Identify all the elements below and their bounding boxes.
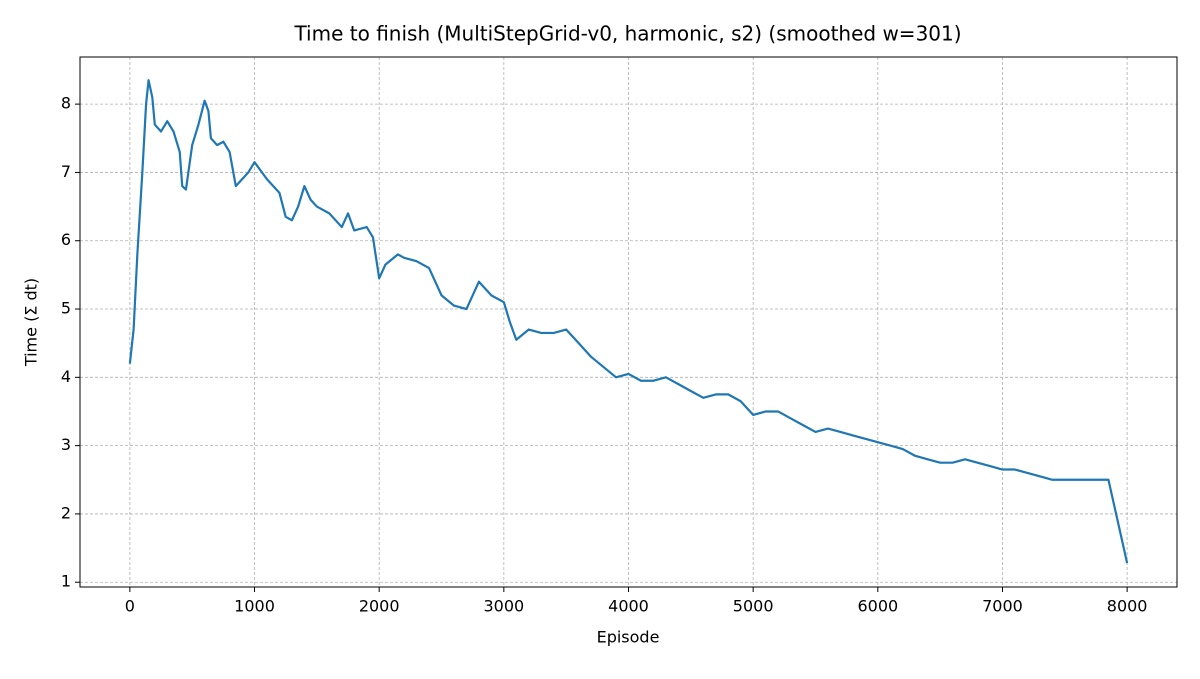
x-tick-label: 7000: [982, 597, 1023, 616]
x-tick-label: 4000: [608, 597, 649, 616]
y-tick-label: 1: [61, 572, 71, 591]
y-tick-label: 8: [61, 94, 71, 113]
x-tick-label: 8000: [1107, 597, 1148, 616]
chart-title: Time to finish (MultiStepGrid-v0, harmon…: [293, 22, 961, 46]
y-tick-label: 4: [61, 367, 71, 386]
x-tick-label: 3000: [483, 597, 524, 616]
line: [128, 79, 1129, 564]
x-axis-label: Episode: [597, 628, 660, 647]
plot-frame: [79, 56, 1178, 588]
y-tick-label: 5: [61, 299, 71, 318]
y-tick-label: 7: [61, 162, 71, 181]
y-axis-label: Time (Σ dt): [22, 278, 41, 367]
x-tick-label: 5000: [733, 597, 774, 616]
x-tick-label: 0: [125, 597, 135, 616]
y-tick-label: 6: [61, 230, 71, 249]
y-tick-label: 3: [61, 435, 71, 454]
x-tick-label: 6000: [857, 597, 898, 616]
y-tick-label: 2: [61, 503, 71, 522]
x-tick-label: 1000: [234, 597, 275, 616]
x-tick-label: 2000: [359, 597, 400, 616]
